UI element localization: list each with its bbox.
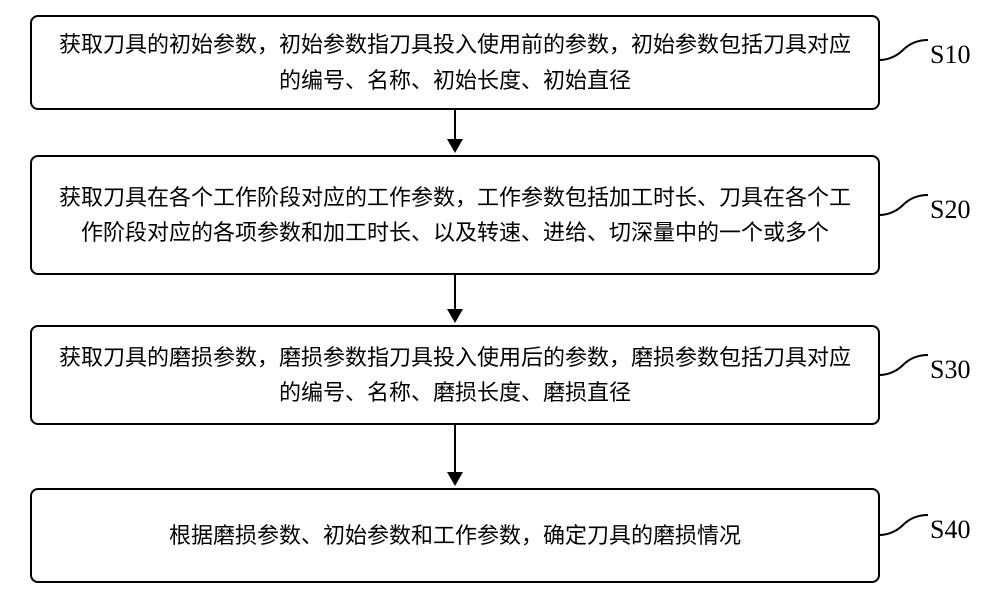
- connector-arrow: [447, 139, 463, 153]
- connector-1: [447, 275, 463, 323]
- step-box-s40: 根据磨损参数、初始参数和工作参数，确定刀具的磨损情况: [30, 488, 880, 583]
- label-curve-s20: [878, 190, 938, 240]
- connector-0: [447, 110, 463, 153]
- connector-arrow: [447, 472, 463, 486]
- label-curve-s40: [878, 510, 938, 560]
- step-text-s10: 获取刀具的初始参数，初始参数指刀具投入使用前的参数，初始参数包括刀具对应的编号、…: [52, 27, 858, 97]
- step-text-s30: 获取刀具的磨损参数，磨损参数指刀具投入使用后的参数，磨损参数包括刀具对应的编号、…: [52, 340, 858, 410]
- step-box-s20: 获取刀具在各个工作阶段对应的工作参数，工作参数包括加工时长、刀具在各个工作阶段对…: [30, 155, 880, 275]
- step-box-s10: 获取刀具的初始参数，初始参数指刀具投入使用前的参数，初始参数包括刀具对应的编号、…: [30, 15, 880, 110]
- step-label-s10: S10: [930, 40, 970, 70]
- label-curve-s10: [878, 35, 938, 85]
- step-box-s30: 获取刀具的磨损参数，磨损参数指刀具投入使用后的参数，磨损参数包括刀具对应的编号、…: [30, 325, 880, 425]
- step-label-s30: S30: [930, 355, 970, 385]
- label-curve-s30: [878, 350, 938, 400]
- step-text-s40: 根据磨损参数、初始参数和工作参数，确定刀具的磨损情况: [169, 518, 741, 553]
- connector-line: [454, 425, 456, 473]
- step-label-s20: S20: [930, 195, 970, 225]
- connector-2: [447, 425, 463, 486]
- step-label-s40: S40: [930, 515, 970, 545]
- connector-line: [454, 110, 456, 140]
- step-text-s20: 获取刀具在各个工作阶段对应的工作参数，工作参数包括加工时长、刀具在各个工作阶段对…: [52, 180, 858, 250]
- connector-arrow: [447, 309, 463, 323]
- flowchart-container: 获取刀具的初始参数，初始参数指刀具投入使用前的参数，初始参数包括刀具对应的编号、…: [0, 0, 1000, 607]
- connector-line: [454, 275, 456, 310]
